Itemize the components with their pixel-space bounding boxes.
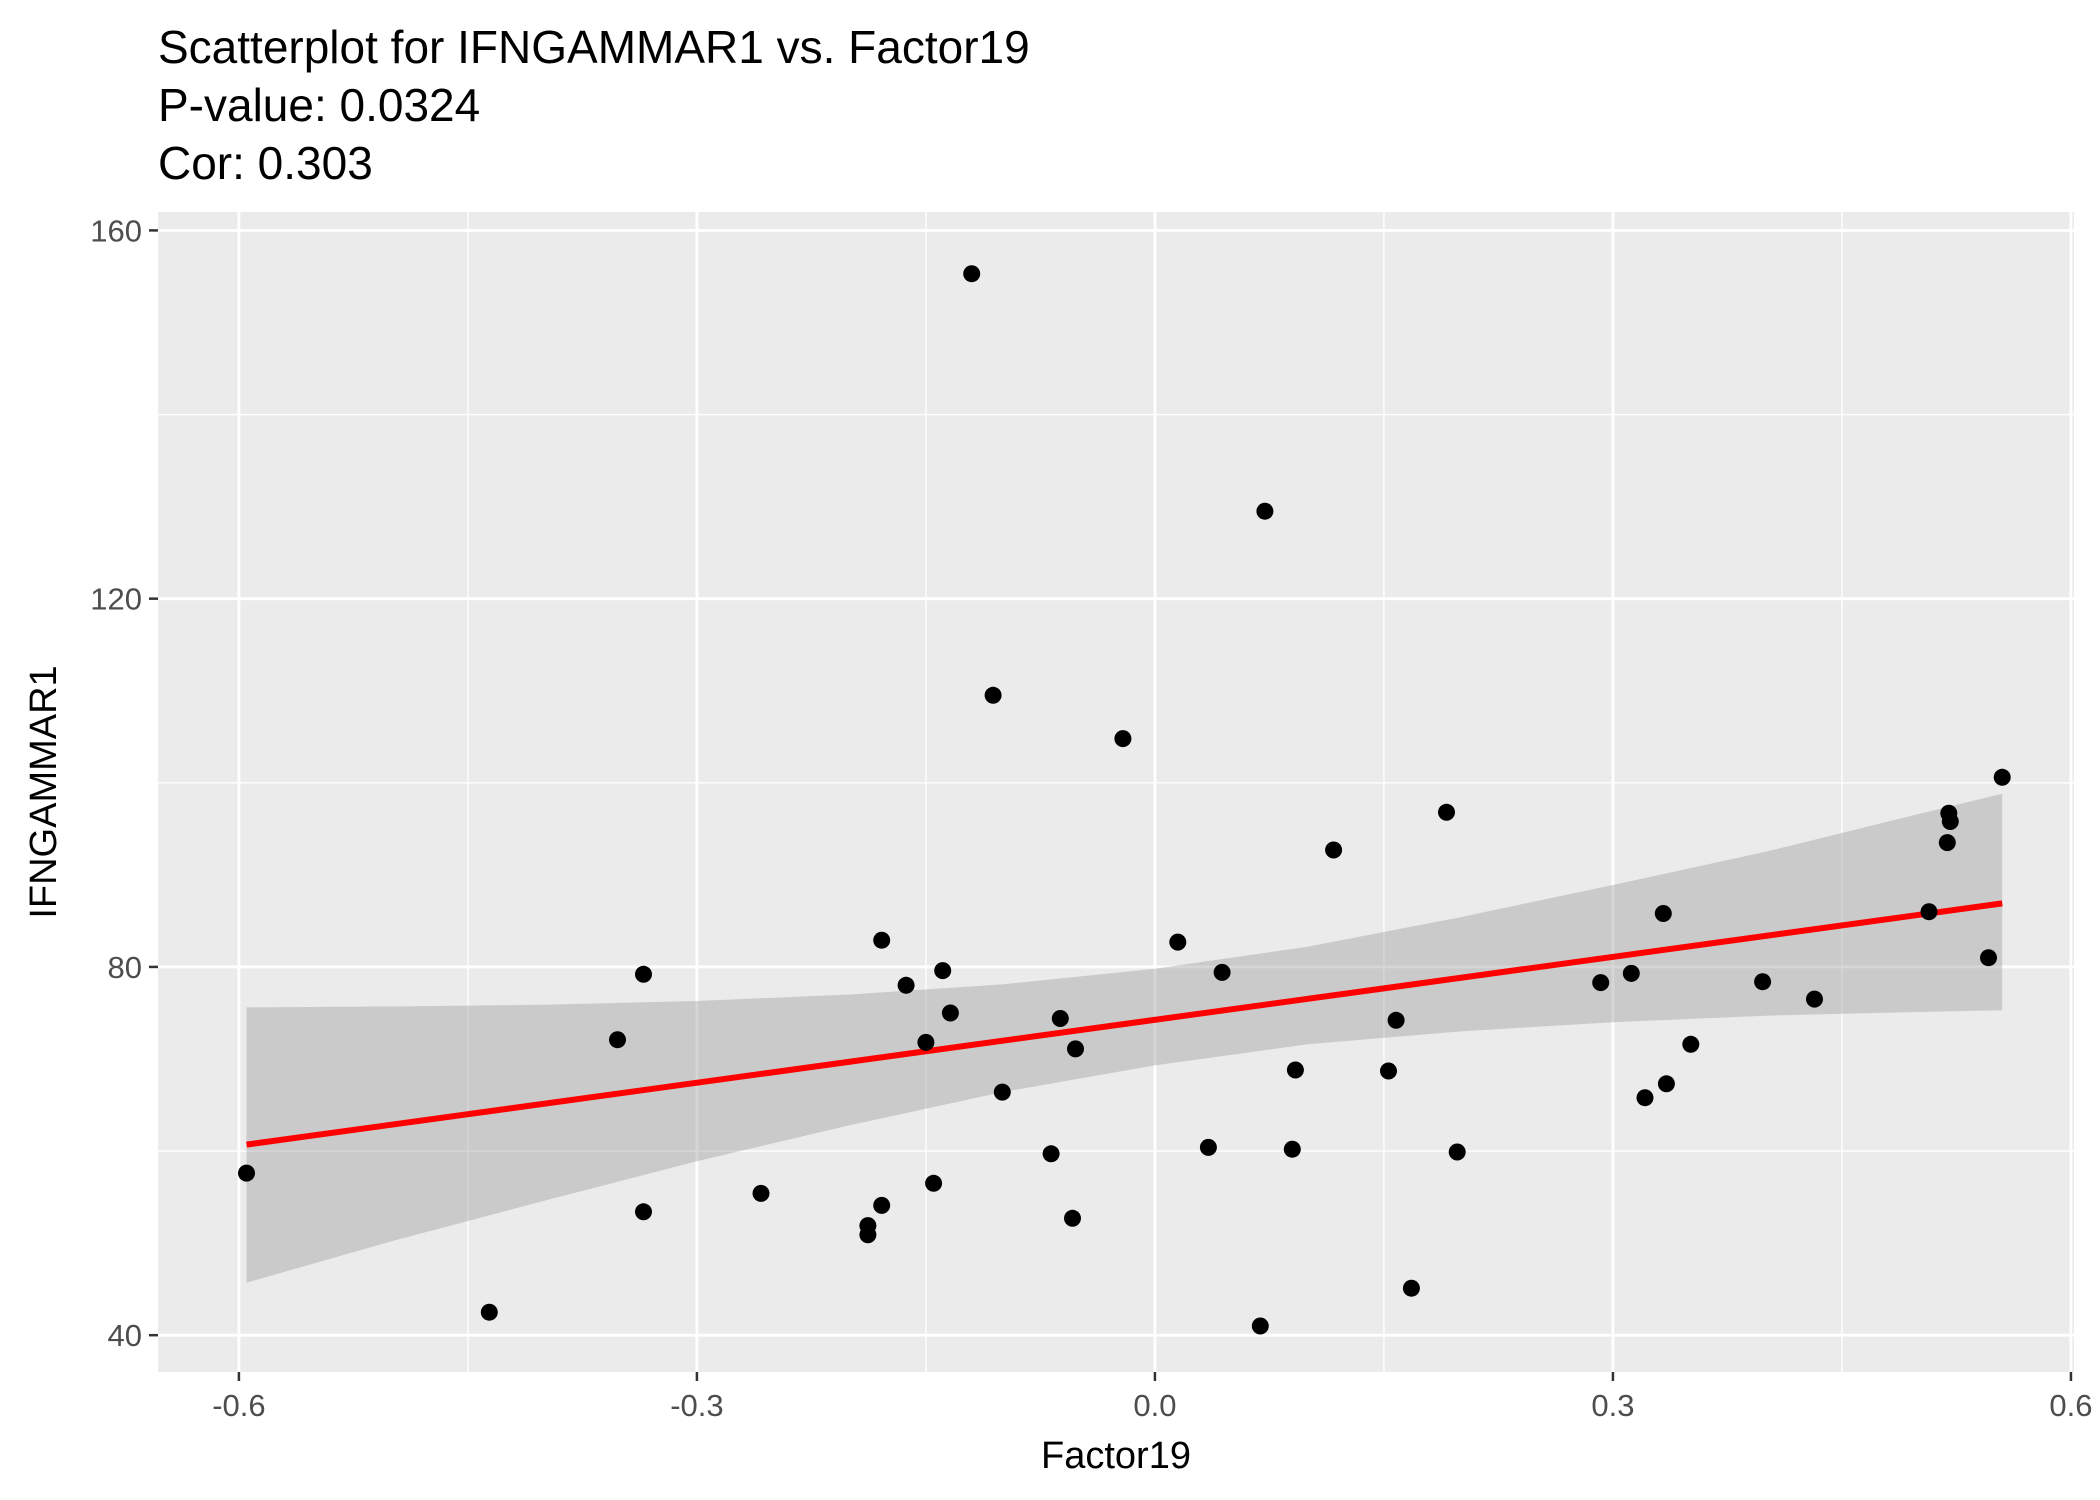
data-point bbox=[1213, 963, 1231, 981]
data-point bbox=[1256, 502, 1274, 520]
data-point bbox=[859, 1226, 877, 1244]
data-point bbox=[1654, 905, 1672, 922]
data-point bbox=[1754, 973, 1772, 991]
chart-title: Scatterplot for IFNGAMMAR1 vs. Factor19 bbox=[158, 21, 1030, 73]
data-point bbox=[925, 1174, 943, 1192]
data-point bbox=[941, 1004, 959, 1022]
data-point bbox=[1941, 813, 1959, 830]
data-point bbox=[1920, 903, 1938, 921]
data-point bbox=[1657, 1075, 1675, 1093]
data-point bbox=[1067, 1040, 1084, 1058]
y-tick-labels: 40 80 120 160 bbox=[90, 213, 142, 1353]
regression-line bbox=[246, 900, 2003, 1148]
x-tick-label: -0.3 bbox=[670, 1388, 723, 1423]
plot-panel bbox=[158, 212, 2074, 1372]
data-point bbox=[1051, 1010, 1069, 1027]
data-point bbox=[1806, 990, 1823, 1008]
data-point bbox=[752, 1184, 770, 1202]
data-point bbox=[1380, 1062, 1397, 1080]
data-point bbox=[1325, 841, 1343, 859]
y-tick-label: 120 bbox=[90, 582, 142, 617]
data-point bbox=[993, 1083, 1011, 1101]
data-point bbox=[1387, 1011, 1405, 1029]
data-point bbox=[917, 1033, 935, 1051]
x-tick-label: 0.6 bbox=[2049, 1388, 2092, 1423]
data-point bbox=[963, 265, 981, 283]
x-tick-label: 0.3 bbox=[1591, 1388, 1634, 1423]
data-points bbox=[238, 265, 2011, 1335]
data-point bbox=[897, 976, 915, 994]
data-point bbox=[1622, 964, 1640, 982]
data-point bbox=[1286, 1061, 1304, 1079]
x-tick-labels: -0.6 -0.3 0.0 0.3 0.6 bbox=[212, 1388, 2092, 1423]
axis-ticks bbox=[149, 229, 2073, 1381]
data-point bbox=[1199, 1138, 1217, 1156]
data-point bbox=[1592, 974, 1610, 992]
data-point bbox=[1064, 1209, 1081, 1227]
data-point bbox=[1283, 1140, 1301, 1158]
grid-major bbox=[158, 212, 2074, 1372]
confidence-band bbox=[246, 793, 2003, 1283]
chart-subtitle-pvalue: P-value: 0.0324 bbox=[158, 79, 481, 131]
data-point bbox=[1636, 1089, 1654, 1107]
data-point bbox=[1438, 803, 1455, 821]
data-point bbox=[609, 1031, 626, 1049]
data-point bbox=[1682, 1035, 1700, 1053]
grid-minor bbox=[158, 212, 2074, 1372]
data-point bbox=[1938, 834, 1956, 852]
y-axis-title: IFNGAMMAR1 bbox=[23, 665, 65, 918]
data-point bbox=[873, 931, 891, 949]
data-point bbox=[1251, 1317, 1269, 1335]
y-tick-label: 160 bbox=[90, 213, 142, 248]
data-point bbox=[1402, 1279, 1420, 1297]
y-tick-label: 40 bbox=[108, 1318, 142, 1353]
data-point bbox=[1169, 933, 1187, 951]
data-point bbox=[1448, 1143, 1466, 1161]
data-point bbox=[1042, 1145, 1060, 1163]
y-tick-label: 80 bbox=[108, 950, 142, 985]
x-axis-title: Factor19 bbox=[1041, 1435, 1191, 1477]
data-point bbox=[1993, 768, 2011, 786]
data-point bbox=[635, 1203, 652, 1221]
data-point bbox=[984, 686, 1002, 704]
chart-subtitle-cor: Cor: 0.303 bbox=[158, 137, 373, 189]
data-point bbox=[635, 965, 652, 983]
data-point bbox=[480, 1303, 498, 1321]
data-point bbox=[1114, 730, 1132, 748]
data-point bbox=[873, 1196, 891, 1214]
data-point bbox=[238, 1164, 255, 1182]
x-tick-label: -0.6 bbox=[212, 1388, 265, 1423]
x-tick-label: 0.0 bbox=[1133, 1388, 1176, 1423]
data-point bbox=[1980, 949, 1997, 967]
data-point bbox=[934, 962, 952, 980]
